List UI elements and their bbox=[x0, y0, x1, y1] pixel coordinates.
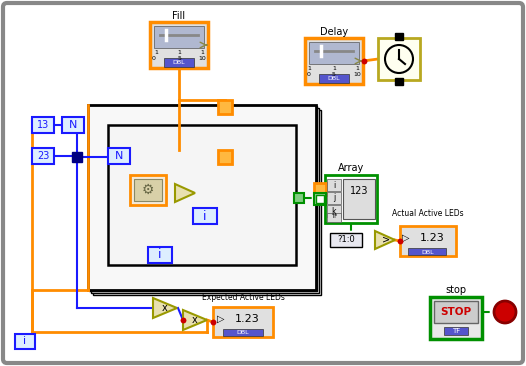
Bar bbox=[325, 175, 377, 223]
Bar bbox=[164, 58, 194, 67]
Bar bbox=[309, 42, 359, 64]
Text: DBL: DBL bbox=[173, 60, 185, 64]
Bar bbox=[434, 301, 478, 323]
Bar bbox=[327, 205, 341, 217]
Text: DBL: DBL bbox=[328, 75, 340, 81]
Text: i: i bbox=[24, 336, 26, 347]
Text: stop: stop bbox=[446, 285, 467, 295]
Bar bbox=[395, 78, 403, 85]
Text: x: x bbox=[162, 303, 168, 313]
Text: 1: 1 bbox=[332, 66, 336, 71]
Bar bbox=[319, 74, 349, 83]
Bar bbox=[327, 179, 341, 191]
Bar bbox=[150, 22, 208, 68]
Bar bbox=[330, 233, 362, 247]
FancyBboxPatch shape bbox=[3, 3, 523, 363]
Bar bbox=[218, 100, 232, 114]
Text: 0: 0 bbox=[307, 71, 311, 76]
Polygon shape bbox=[175, 184, 195, 202]
Bar bbox=[327, 213, 341, 222]
Bar bbox=[430, 297, 482, 339]
Text: TF: TF bbox=[452, 328, 460, 334]
Text: Fill: Fill bbox=[173, 11, 186, 21]
Text: i: i bbox=[333, 180, 335, 190]
Polygon shape bbox=[153, 298, 177, 318]
Polygon shape bbox=[183, 310, 207, 330]
Text: TF: TF bbox=[331, 214, 337, 220]
Text: STOP: STOP bbox=[440, 307, 472, 317]
Text: ▷: ▷ bbox=[217, 314, 225, 324]
Text: i: i bbox=[158, 249, 162, 261]
Bar bbox=[395, 33, 403, 40]
Bar bbox=[378, 38, 420, 80]
Text: 13: 13 bbox=[37, 120, 49, 130]
Bar bbox=[88, 105, 316, 290]
Polygon shape bbox=[375, 231, 395, 249]
Text: 1.23: 1.23 bbox=[235, 314, 259, 324]
Text: 1: 1 bbox=[177, 49, 181, 55]
Bar bbox=[193, 208, 217, 224]
Bar bbox=[314, 183, 326, 195]
Text: ?1:0: ?1:0 bbox=[337, 235, 355, 244]
Bar bbox=[148, 247, 172, 263]
Text: k: k bbox=[332, 206, 336, 216]
Text: j: j bbox=[333, 194, 335, 202]
Text: 5: 5 bbox=[177, 56, 181, 60]
Circle shape bbox=[494, 301, 516, 323]
Bar bbox=[444, 327, 468, 335]
Text: Expected Active LEDs: Expected Active LEDs bbox=[201, 292, 285, 302]
Bar bbox=[32, 148, 54, 164]
Text: Actual Active LEDs: Actual Active LEDs bbox=[392, 209, 464, 219]
Text: DBL: DBL bbox=[422, 250, 434, 254]
Bar bbox=[316, 195, 324, 203]
Text: 1: 1 bbox=[307, 66, 311, 71]
Bar bbox=[218, 150, 232, 164]
Bar bbox=[62, 117, 84, 133]
Text: 10: 10 bbox=[198, 56, 206, 60]
Text: Array: Array bbox=[338, 163, 364, 173]
Bar bbox=[154, 26, 204, 48]
Bar bbox=[108, 125, 296, 265]
Bar bbox=[72, 152, 82, 162]
Text: 5: 5 bbox=[332, 71, 336, 76]
Text: 10: 10 bbox=[353, 71, 361, 76]
Bar bbox=[213, 307, 273, 337]
Bar bbox=[91, 108, 319, 293]
Bar bbox=[130, 175, 166, 205]
Text: x: x bbox=[192, 315, 198, 325]
Text: i: i bbox=[203, 209, 207, 223]
Text: >: > bbox=[382, 235, 390, 245]
Bar bbox=[108, 148, 130, 164]
Bar bbox=[305, 38, 363, 84]
Text: 0: 0 bbox=[152, 56, 156, 60]
Bar bbox=[223, 329, 263, 336]
Text: 1.23: 1.23 bbox=[420, 233, 444, 243]
Bar bbox=[134, 179, 162, 201]
Text: DBL: DBL bbox=[237, 330, 249, 336]
Bar bbox=[32, 117, 54, 133]
Text: 123: 123 bbox=[350, 186, 368, 196]
Bar bbox=[314, 193, 326, 205]
Text: 23: 23 bbox=[37, 151, 49, 161]
Text: N: N bbox=[115, 151, 123, 161]
Text: ⚙: ⚙ bbox=[141, 183, 154, 197]
Bar bbox=[15, 334, 35, 349]
Text: 1: 1 bbox=[355, 66, 359, 71]
Bar bbox=[408, 248, 446, 255]
Text: N: N bbox=[69, 120, 77, 130]
Bar bbox=[343, 179, 375, 219]
Text: ▷: ▷ bbox=[402, 233, 410, 243]
Bar bbox=[93, 110, 321, 295]
Bar bbox=[294, 193, 304, 203]
Text: Delay: Delay bbox=[320, 27, 348, 37]
Bar bbox=[89, 106, 317, 291]
Text: 1: 1 bbox=[154, 49, 158, 55]
Bar bbox=[400, 226, 456, 256]
Text: 1: 1 bbox=[200, 49, 204, 55]
Circle shape bbox=[385, 45, 413, 73]
Bar bbox=[327, 192, 341, 204]
